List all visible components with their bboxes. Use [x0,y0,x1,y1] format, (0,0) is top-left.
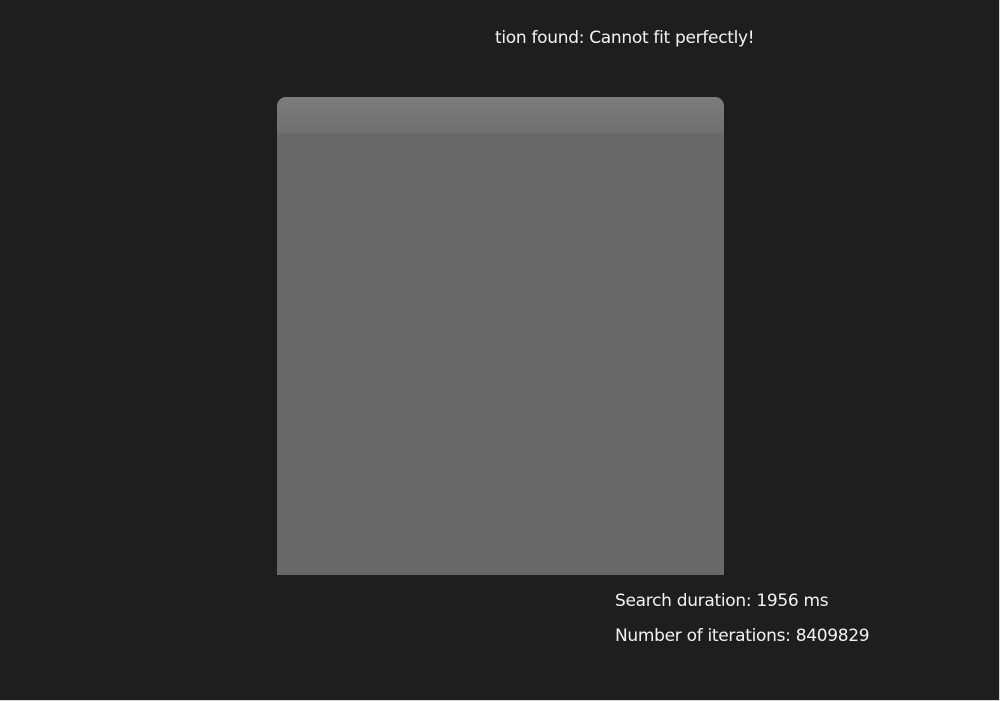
iterations-count-text: Number of iterations: 8409829 [615,626,870,646]
solution-status-text: tion found: Cannot fit perfectly! [495,28,755,48]
fitted-shape [277,97,724,575]
search-duration-text: Search duration: 1956 ms [615,591,829,611]
shape-top-face [277,97,724,133]
shape-front-face [277,133,724,575]
